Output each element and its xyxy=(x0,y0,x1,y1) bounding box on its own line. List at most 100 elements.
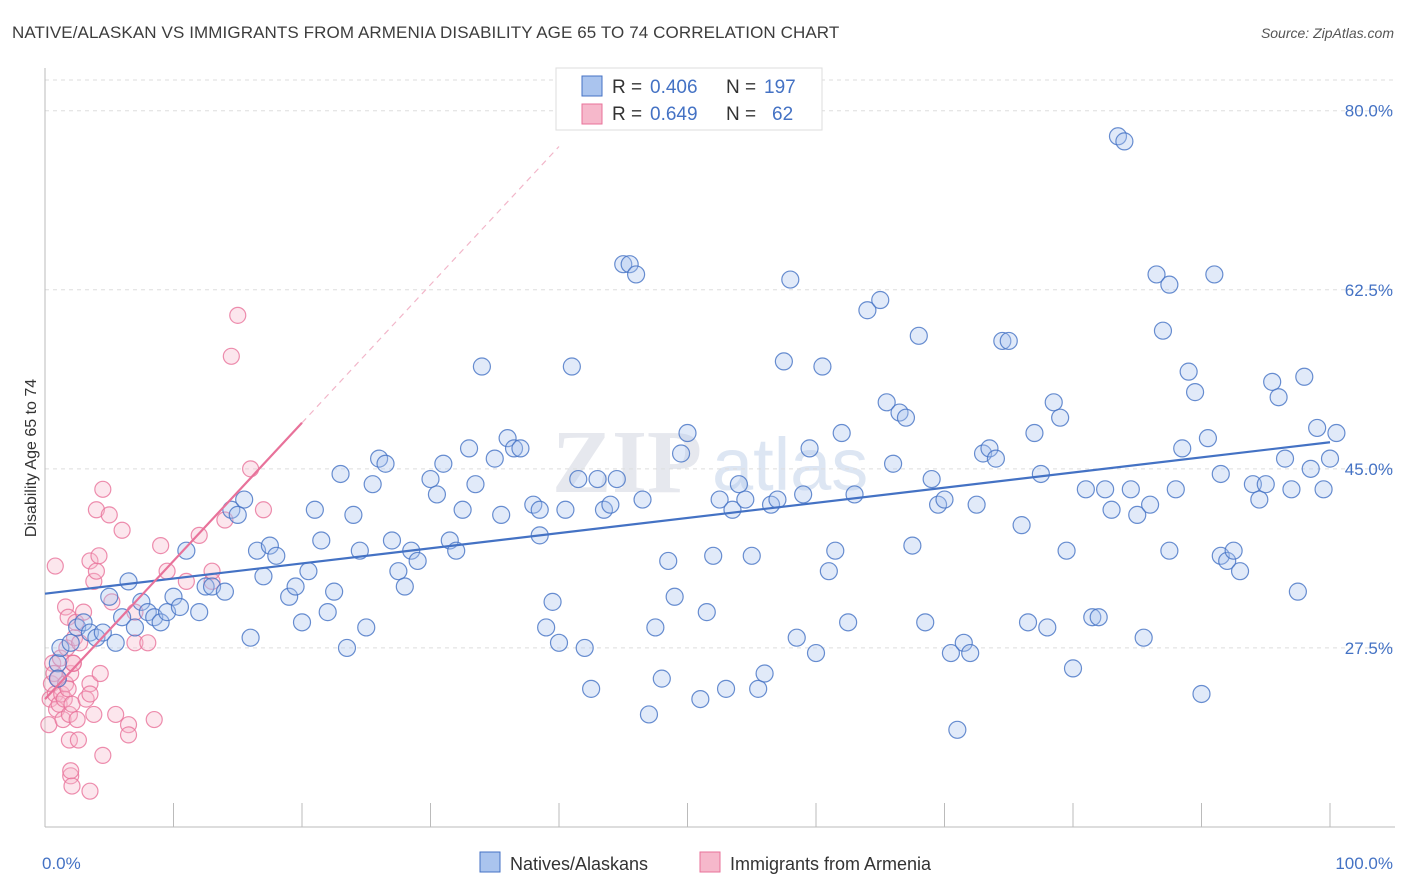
data-point-natives xyxy=(254,567,273,586)
data-point-natives xyxy=(716,679,736,698)
data-point-natives xyxy=(511,439,530,458)
y-axis-label: Disability Age 65 to 74 xyxy=(23,379,40,537)
data-point-armenia xyxy=(81,685,99,703)
data-point-natives xyxy=(768,490,787,509)
data-point-natives xyxy=(967,495,986,514)
data-point-natives xyxy=(614,255,633,274)
data-point-natives xyxy=(389,562,408,581)
legend-swatch-natives-bottom xyxy=(479,851,501,873)
data-point-natives xyxy=(466,475,485,494)
y-tick-label: 62.5% xyxy=(1345,281,1393,300)
data-point-armenia xyxy=(94,746,112,764)
y-tick-labels: 27.5% 45.0% 62.5% 80.0% xyxy=(1345,102,1393,658)
y-tick-label: 45.0% xyxy=(1345,460,1393,479)
data-point-armenia xyxy=(152,536,170,555)
data-point-natives xyxy=(916,613,935,632)
data-point-natives xyxy=(267,546,286,565)
data-point-natives xyxy=(1314,480,1333,499)
data-point-natives xyxy=(800,439,819,458)
data-point-natives xyxy=(671,444,691,463)
data-point-natives xyxy=(993,331,1012,351)
data-point-natives xyxy=(1166,480,1185,499)
data-point-natives xyxy=(582,679,601,698)
data-point-natives xyxy=(704,546,723,565)
data-point-natives xyxy=(357,618,376,637)
data-point-natives xyxy=(845,485,864,504)
data-point-natives xyxy=(498,429,517,448)
trend-line-armenia xyxy=(44,422,303,700)
data-point-natives xyxy=(826,541,845,560)
x-tick-label-start: 0.0% xyxy=(42,854,81,873)
data-point-natives xyxy=(196,577,215,596)
data-point-natives xyxy=(1147,265,1166,284)
data-point-natives xyxy=(562,357,581,376)
data-point-armenia xyxy=(222,347,240,365)
data-point-natives xyxy=(549,633,569,652)
data-point-natives xyxy=(1096,480,1115,499)
data-point-natives xyxy=(954,633,973,652)
data-point-natives xyxy=(948,720,967,739)
data-point-armenia xyxy=(60,731,79,749)
data-point-natives xyxy=(652,669,671,688)
data-point-natives xyxy=(292,613,312,632)
data-point-natives xyxy=(1308,418,1327,438)
trend-line-armenia-extension xyxy=(301,146,560,424)
data-point-natives xyxy=(1038,618,1057,637)
data-point-armenia xyxy=(62,762,80,780)
data-point-natives xyxy=(61,633,80,652)
data-point-natives xyxy=(1128,505,1147,524)
data-point-natives xyxy=(819,562,838,581)
data-point-armenia xyxy=(145,710,163,729)
data-point-natives xyxy=(1057,541,1076,560)
data-point-natives xyxy=(1051,408,1070,427)
data-point-natives xyxy=(774,352,793,371)
data-point-natives xyxy=(299,562,318,581)
data-point-natives xyxy=(190,603,209,622)
data-point-natives xyxy=(1205,265,1224,284)
data-point-natives xyxy=(794,485,813,504)
data-point-armenia xyxy=(229,306,247,324)
data-point-natives xyxy=(1295,367,1314,386)
data-point-natives xyxy=(896,408,916,427)
data-point-natives xyxy=(1224,541,1243,560)
data-point-armenia xyxy=(85,572,103,591)
data-point-armenia xyxy=(103,593,121,611)
data-point-natives xyxy=(659,551,678,571)
data-point-natives xyxy=(408,551,427,571)
data-point-natives xyxy=(710,490,729,509)
data-point-natives xyxy=(337,638,357,658)
y-tick-label: 80.0% xyxy=(1345,102,1393,121)
data-point-natives xyxy=(556,500,575,519)
data-point-natives xyxy=(100,587,119,606)
data-point-natives xyxy=(1063,659,1083,678)
data-point-natives xyxy=(427,485,447,504)
legend-n-value-armenia: 62 xyxy=(772,104,793,125)
data-point-armenia xyxy=(126,634,144,652)
data-point-armenia xyxy=(139,634,157,652)
data-point-natives xyxy=(999,331,1018,351)
data-point-armenia xyxy=(69,731,88,749)
data-point-natives xyxy=(858,301,877,320)
data-point-natives xyxy=(106,633,125,652)
data-point-natives xyxy=(839,613,858,632)
data-point-natives xyxy=(1275,449,1295,468)
data-point-natives xyxy=(697,603,716,622)
data-point-natives xyxy=(1230,562,1250,581)
data-point-natives xyxy=(871,290,890,310)
data-point-natives xyxy=(74,613,93,632)
data-point-armenia xyxy=(91,664,109,683)
legend-n-label-natives: N = xyxy=(726,77,756,98)
legend-r-value-natives: 0.406 xyxy=(650,77,698,98)
data-point-natives xyxy=(1211,464,1230,484)
data-point-armenia xyxy=(242,460,260,478)
data-point-armenia xyxy=(94,480,112,498)
data-point-armenia xyxy=(56,598,75,616)
data-point-natives xyxy=(749,679,768,698)
data-point-natives xyxy=(1153,321,1173,340)
legend-stats: R = 0.406 N = 197 R = 0.649 N = 62 xyxy=(555,67,823,131)
data-point-natives xyxy=(235,490,254,509)
data-point-natives xyxy=(177,541,196,560)
data-point-natives xyxy=(485,449,504,468)
series-natives-points xyxy=(48,127,1346,739)
data-point-natives xyxy=(569,469,588,489)
